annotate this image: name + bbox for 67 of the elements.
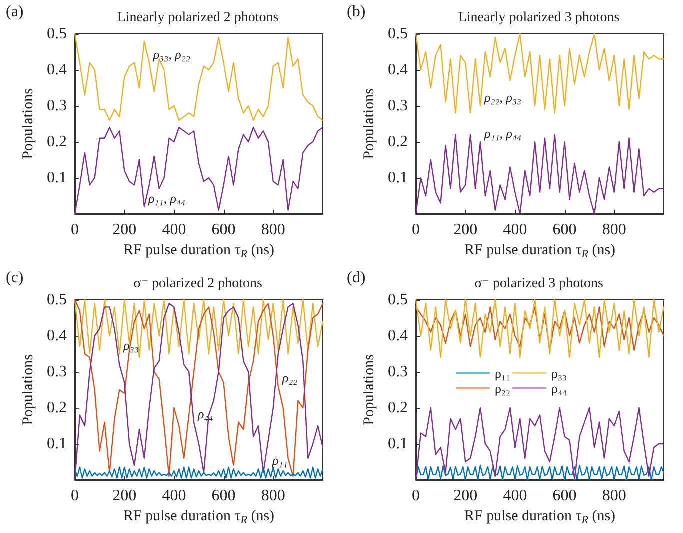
x-tick-label: 800 bbox=[602, 222, 626, 238]
y-tick-label: 0.5 bbox=[47, 26, 67, 42]
text: (a) bbox=[6, 4, 24, 20]
x-tick-label: 600 bbox=[552, 222, 577, 238]
x-tick-label: 800 bbox=[261, 488, 286, 504]
chart-title: Linearly polarized 3 photons bbox=[458, 10, 620, 26]
annotation: ρ₁₁, ρ₄₄ bbox=[147, 190, 186, 206]
legend-label: ρ₂₂ bbox=[494, 380, 511, 396]
annotation: ρ₃₃, ρ₂₂ bbox=[152, 46, 191, 62]
y-tick-label: 0.1 bbox=[388, 436, 408, 452]
y-tick-label: 0.2 bbox=[47, 134, 67, 150]
y-tick-label: 0.3 bbox=[388, 98, 408, 114]
y-axis-title: Populations bbox=[362, 354, 378, 426]
text: (c) bbox=[6, 270, 24, 286]
chart-title: σ⁻ polarized 3 photons bbox=[474, 276, 604, 292]
annotation: ρ₁₁ bbox=[271, 453, 288, 468]
x-tick-label: 0 bbox=[412, 222, 420, 238]
y-tick-label: 0.1 bbox=[388, 170, 408, 186]
line-series bbox=[415, 299, 665, 358]
y-tick-label: 0.5 bbox=[388, 292, 408, 308]
x-tick-label: 400 bbox=[503, 222, 528, 238]
x-tick-label: 800 bbox=[602, 488, 626, 504]
text: (b) bbox=[347, 4, 366, 20]
y-tick-label: 0.2 bbox=[388, 400, 408, 416]
line-series bbox=[415, 306, 665, 351]
y-tick-label: 0.4 bbox=[388, 62, 408, 78]
x-tick-label: 400 bbox=[162, 222, 186, 238]
y-axis-title: Populations bbox=[362, 88, 378, 160]
y-tick-label: 0.5 bbox=[388, 26, 408, 42]
annotation: ρ₂₂, ρ₃₃ bbox=[483, 90, 522, 105]
y-tick-label: 0.4 bbox=[47, 328, 67, 344]
line-series bbox=[415, 33, 665, 114]
y-axis-title: Populations bbox=[20, 88, 37, 160]
y-tick-label: 0.2 bbox=[388, 134, 408, 150]
y-tick-label: 0.3 bbox=[47, 98, 67, 114]
legend-label: ρ₁₁ bbox=[494, 366, 511, 381]
y-tick-label: 0.4 bbox=[47, 62, 67, 78]
annotation: ρ₁₁, ρ₄₄ bbox=[483, 126, 522, 141]
x-tick-label: 600 bbox=[212, 488, 236, 504]
x-tick-label: 200 bbox=[454, 488, 478, 504]
y-tick-label: 0.1 bbox=[47, 170, 67, 186]
legend-label: ρ₄₄ bbox=[552, 380, 568, 396]
x-tick-label: 200 bbox=[112, 488, 137, 504]
y-tick-label: 0.3 bbox=[47, 364, 67, 380]
chart-title: Linearly polarized 2 photons bbox=[117, 10, 279, 26]
y-tick-label: 0.1 bbox=[47, 436, 67, 452]
x-tick-label: 800 bbox=[261, 222, 286, 238]
x-tick-label: 400 bbox=[162, 488, 186, 504]
text: (d) bbox=[347, 270, 366, 286]
annotation: ρ₂₂ bbox=[281, 370, 298, 386]
y-axis-title: Populations bbox=[20, 354, 37, 426]
x-tick-label: 0 bbox=[71, 488, 79, 504]
x-tick-label: 600 bbox=[212, 222, 236, 238]
x-tick-label: 200 bbox=[112, 222, 137, 238]
y-tick-label: 0.4 bbox=[388, 328, 408, 344]
line-series bbox=[74, 33, 324, 121]
line-series bbox=[74, 299, 324, 358]
legend-label: ρ₃₃ bbox=[552, 366, 568, 381]
chart-title: σ⁻ polarized 2 photons bbox=[134, 276, 262, 292]
y-tick-label: 0.2 bbox=[47, 400, 67, 416]
x-tick-label: 200 bbox=[454, 222, 478, 238]
x-tick-label: 600 bbox=[552, 488, 577, 504]
y-tick-label: 0.3 bbox=[388, 364, 408, 380]
y-tick-label: 0.5 bbox=[47, 292, 67, 308]
x-tick-label: 400 bbox=[503, 488, 528, 504]
x-tick-label: 0 bbox=[71, 222, 79, 238]
x-tick-label: 0 bbox=[412, 488, 420, 504]
